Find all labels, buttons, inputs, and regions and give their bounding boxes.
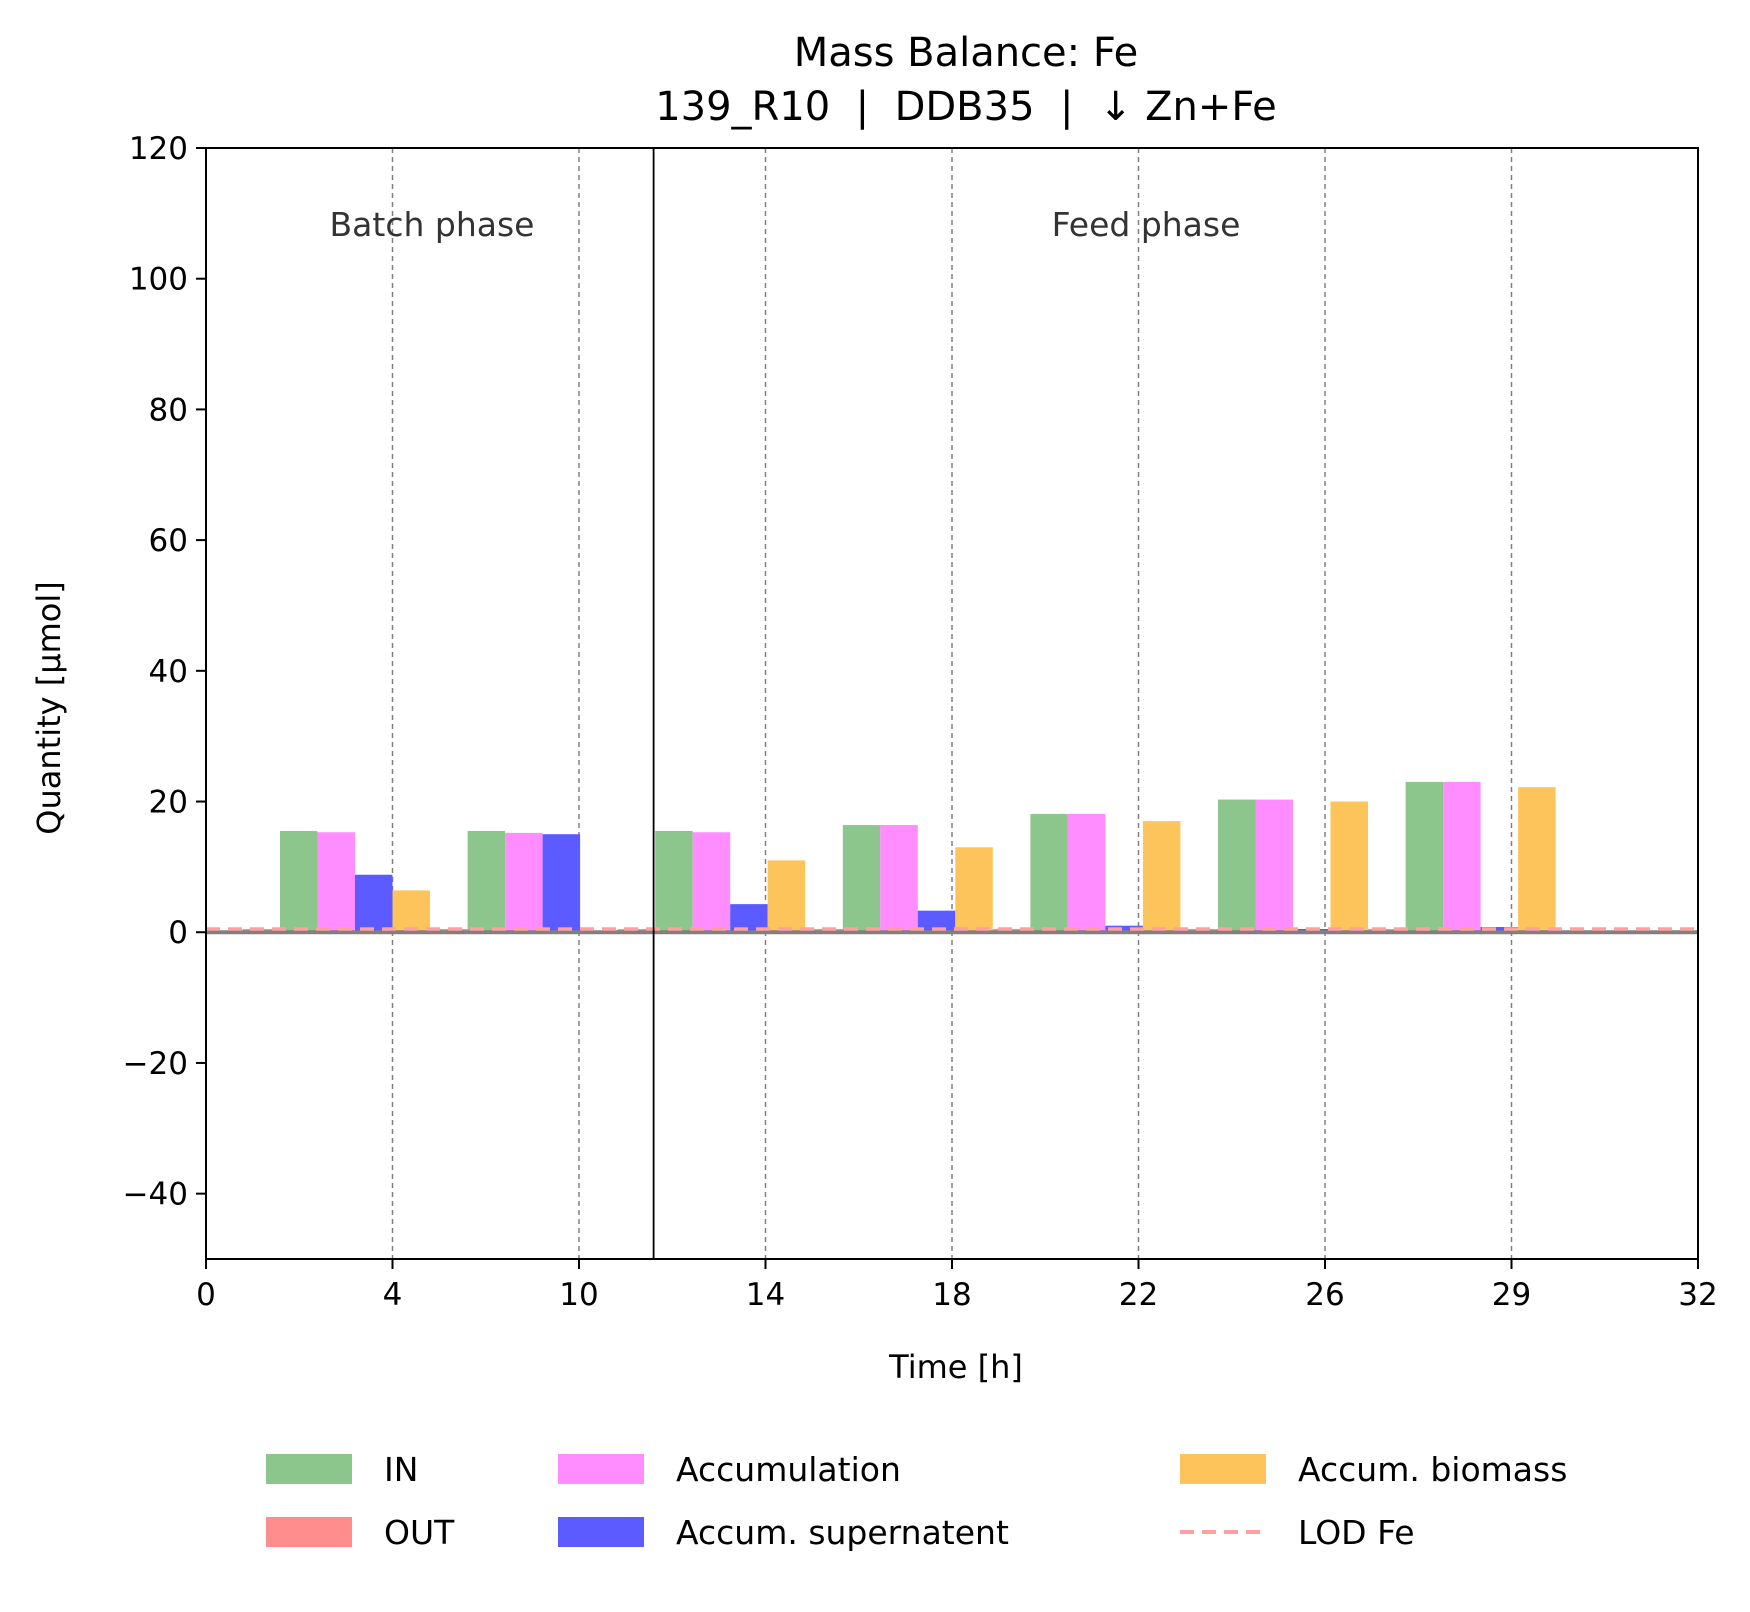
legend-label-out: OUT: [384, 1513, 455, 1552]
bar-accumulation-5: [1255, 799, 1293, 933]
bar-accum-biomass-5: [1330, 801, 1368, 933]
legend-label-accum-biomass: Accum. biomass: [1298, 1450, 1567, 1489]
bar-accum-biomass-3: [955, 847, 993, 933]
chart-title-line2: 139_R10 | DDB35 | ↓ Zn+Fe: [655, 84, 1277, 130]
legend-swatch-in: [266, 1454, 352, 1484]
legend-label-in: IN: [384, 1450, 418, 1489]
reference-lines: [206, 148, 1698, 1259]
bar-accum-biomass-0: [392, 890, 430, 933]
bar-accum-supernatent-3: [917, 910, 956, 933]
x-tick-label: 22: [1119, 1277, 1158, 1313]
bar-accumulation-0: [317, 832, 355, 933]
x-tick-label: 29: [1492, 1277, 1531, 1313]
y-tick-label: −20: [123, 1046, 188, 1082]
y-tick-label: 80: [149, 392, 188, 428]
bar-accumulation-6: [1443, 781, 1481, 933]
y-axis-label: Quantity [µmol]: [30, 581, 68, 834]
bar-in-2: [655, 830, 693, 933]
chart-title-line1: Mass Balance: Fe: [794, 30, 1139, 76]
y-tick-label: −40: [123, 1177, 188, 1213]
x-tick-label: 14: [746, 1277, 785, 1313]
x-tick-label: 4: [383, 1277, 403, 1313]
bar-accumulation-2: [692, 832, 731, 933]
y-tick-label: 60: [149, 523, 188, 559]
y-tick-label: 20: [149, 785, 188, 821]
legend-label-lod-fe: LOD Fe: [1298, 1513, 1415, 1552]
x-axis-ticks: 0 4 10 14 18 22 26 29 32: [196, 1259, 1718, 1313]
bar-in-0: [280, 830, 318, 933]
legend-swatch-accumulation: [558, 1454, 644, 1484]
x-tick-label: 18: [932, 1277, 971, 1313]
feed-phase-label: Feed phase: [1052, 205, 1241, 244]
bar-in-5: [1218, 799, 1256, 933]
bar-accum-biomass-6: [1518, 787, 1556, 933]
vertical-gridlines: [391, 148, 1513, 1259]
batch-phase-label: Batch phase: [330, 205, 535, 244]
bar-accum-biomass-4: [1142, 821, 1181, 933]
y-axis-ticks: −40 −20 0 20 40 60 80 100 120: [123, 131, 206, 1213]
bar-accumulation-3: [880, 825, 918, 933]
bar-in-3: [842, 825, 881, 933]
y-tick-label: 0: [168, 915, 188, 951]
bar-series: [242, 781, 1556, 933]
bar-accumulation-1: [505, 832, 543, 933]
legend-label-accum-supernatent: Accum. supernatent: [676, 1513, 1009, 1552]
y-tick-label: 100: [129, 262, 188, 298]
bar-in-1: [467, 830, 506, 933]
x-tick-label: 10: [559, 1277, 598, 1313]
bar-accum-supernatent-4: [1105, 925, 1143, 933]
bar-in-6: [1405, 781, 1444, 933]
y-tick-label: 40: [149, 654, 188, 690]
x-tick-label: 0: [196, 1277, 216, 1313]
y-tick-label: 120: [129, 131, 188, 167]
x-tick-label: 26: [1305, 1277, 1344, 1313]
bar-accum-supernatent-1: [542, 834, 581, 933]
legend-swatch-out: [266, 1517, 352, 1547]
x-tick-label: 32: [1678, 1277, 1717, 1313]
legend-swatch-accum-supernatent: [558, 1517, 644, 1547]
bar-in-4: [1030, 813, 1068, 933]
legend-swatch-accum-biomass: [1180, 1454, 1266, 1484]
bar-accumulation-4: [1067, 813, 1106, 933]
legend-label-accumulation: Accumulation: [676, 1450, 901, 1489]
legend: IN OUT Accumulation Accum. supernatent Accum…: [266, 1450, 1567, 1552]
bar-accum-biomass-2: [767, 860, 806, 933]
x-axis-label: Time [h]: [888, 1348, 1023, 1386]
bar-accum-supernatent-0: [355, 874, 393, 933]
bar-accum-supernatent-6: [1480, 927, 1519, 933]
